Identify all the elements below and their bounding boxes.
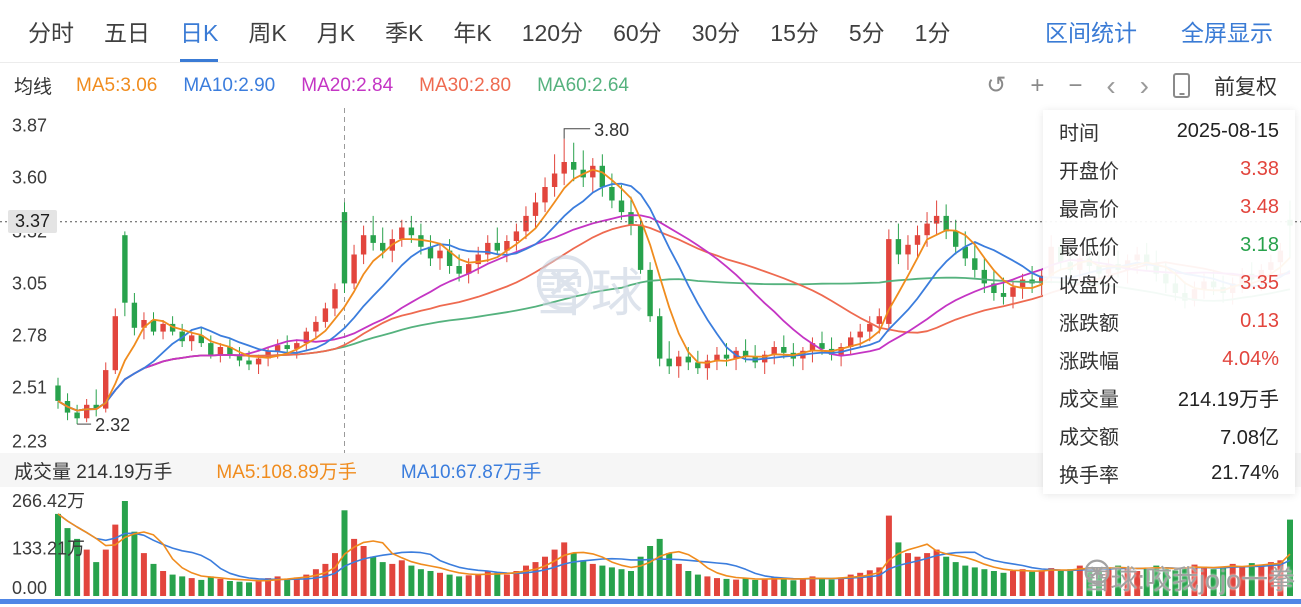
info-value: 4.04% (1222, 347, 1279, 370)
fullscreen-link[interactable]: 全屏显示 (1181, 20, 1273, 46)
info-row-amount: 成交额 7.08亿 (1059, 416, 1279, 454)
time-scrollbar[interactable] (0, 599, 1301, 604)
ma-legend-items: MA5:3.06 MA10:2.90 MA20:2.84 MA30:2.80 MA60:… (76, 75, 629, 97)
info-value: 3.48 (1240, 195, 1279, 218)
svg-text:3.87: 3.87 (12, 115, 47, 135)
tab-分时[interactable]: 分时 (28, 19, 74, 46)
chevron-right-icon[interactable]: › (1139, 69, 1149, 101)
header-actions: 区间统计 全屏显示 (1045, 0, 1273, 62)
svg-text:3.80: 3.80 (594, 120, 629, 140)
ma-legend-title: 均线 (14, 77, 53, 98)
volume-label: 成交量 214.19万手 (14, 461, 173, 483)
tab-15分[interactable]: 15分 (770, 19, 819, 46)
svg-text:3.60: 3.60 (12, 167, 47, 187)
svg-text:133.21万: 133.21万 (12, 538, 85, 558)
info-panel: 时间 2025-08-15 开盘价 3.38 最高价 3.48 最低价 3.18 收盘价 3.35… (1043, 110, 1295, 494)
volume-chart[interactable]: 266.42万 133.21万 0.00 (0, 487, 1301, 599)
info-value: 21.74% (1211, 461, 1279, 484)
info-label: 成交量 (1059, 388, 1119, 411)
period-tabs: 分时 五日 日K 周K 月K 季K 年K 120分 60分 30分 15分 5分 1分 (28, 0, 950, 62)
mobile-icon[interactable] (1173, 73, 1190, 98)
tab-120分[interactable]: 120分 (521, 19, 584, 46)
info-value: 3.35 (1240, 271, 1279, 294)
info-row-close: 收盘价 3.35 (1059, 264, 1279, 302)
info-label: 涨跌幅 (1059, 350, 1119, 373)
info-row-open: 开盘价 3.38 (1059, 150, 1279, 188)
info-label: 涨跌额 (1059, 312, 1119, 335)
tab-五日[interactable]: 五日 (104, 19, 150, 46)
tab-日K[interactable]: 日K (180, 0, 219, 62)
info-label: 换手率 (1059, 464, 1119, 487)
tab-30分[interactable]: 30分 (691, 19, 741, 46)
info-row-volume: 成交量 214.19万手 (1059, 378, 1279, 416)
chevron-left-icon[interactable]: ‹ (1106, 69, 1116, 101)
info-row-low: 最低价 3.18 (1059, 226, 1279, 264)
info-label: 收盘价 (1059, 274, 1119, 297)
ma-legend-item: MA20:2.84 (301, 74, 394, 96)
tab-年K[interactable]: 年K (453, 19, 492, 46)
adjust-mode-label[interactable]: 前复权 (1214, 75, 1277, 99)
ma-legend-item: MA5:3.06 (76, 74, 158, 96)
svg-text:2.78: 2.78 (12, 325, 47, 345)
svg-text:2.23: 2.23 (12, 431, 47, 451)
range-stats-link[interactable]: 区间统计 (1045, 20, 1137, 46)
info-row-turnover: 换手率 21.74% (1059, 454, 1279, 492)
zoom-out-icon[interactable]: − (1068, 71, 1083, 99)
svg-text:2.32: 2.32 (95, 415, 130, 435)
zoom-in-icon[interactable]: + (1030, 71, 1045, 99)
info-value: 0.13 (1240, 309, 1279, 332)
info-value: 2025-08-15 (1176, 119, 1279, 142)
ma-legend-item: MA10:2.90 (183, 74, 276, 96)
info-value: 3.38 (1240, 157, 1279, 180)
svg-text:2.51: 2.51 (12, 378, 47, 398)
volume-chart-area: 266.42万 133.21万 0.00 雪球:咬我jojo一拳 (0, 487, 1301, 599)
svg-text:266.42万: 266.42万 (12, 491, 85, 511)
info-value: 7.08亿 (1220, 426, 1279, 449)
ma-legend-item: MA30:2.80 (419, 74, 512, 96)
tab-周K[interactable]: 周K (248, 19, 287, 46)
undo-icon[interactable]: ↺ (986, 71, 1007, 99)
period-tab-bar: 分时 五日 日K 周K 月K 季K 年K 120分 60分 30分 15分 5分 1分 区间统计 全屏显示 (0, 0, 1301, 63)
ma-legend-item: MA5:108.89万手 (216, 461, 357, 483)
current-price-tag: 3.37 (8, 209, 58, 233)
tab-1分[interactable]: 1分 (914, 19, 951, 46)
tab-季K[interactable]: 季K (385, 19, 424, 46)
info-row-change: 涨跌额 0.13 (1059, 302, 1279, 340)
info-row-change-percent: 涨跌幅 4.04% (1059, 340, 1279, 378)
tab-60分[interactable]: 60分 (613, 19, 662, 46)
info-value: 3.18 (1240, 233, 1279, 256)
tab-月K[interactable]: 月K (316, 19, 356, 46)
info-label: 最低价 (1059, 236, 1119, 259)
info-row-time: 时间 2025-08-15 (1059, 112, 1279, 150)
ma-legend-item: MA60:2.64 (537, 74, 629, 96)
volume-ma-items: MA5:108.89万手 MA10:67.87万手 (216, 457, 541, 484)
info-row-high: 最高价 3.48 (1059, 188, 1279, 226)
tab-5分[interactable]: 5分 (848, 19, 885, 46)
info-label: 开盘价 (1059, 160, 1119, 183)
ma-legend-row: 均线 MA5:3.06 MA10:2.90 MA20:2.84 MA30:2.80 MA… (0, 63, 1301, 108)
info-value: 214.19万手 (1177, 388, 1279, 411)
info-label: 最高价 (1059, 198, 1119, 221)
svg-text:0.00: 0.00 (12, 578, 47, 598)
svg-text:3.05: 3.05 (12, 273, 47, 293)
chart-toolbar: ↺ + − ‹ › 前复权 (986, 71, 1287, 101)
info-label: 成交额 (1059, 426, 1119, 449)
info-label: 时间 (1059, 122, 1099, 145)
ma-legend-item: MA10:67.87万手 (400, 461, 542, 483)
